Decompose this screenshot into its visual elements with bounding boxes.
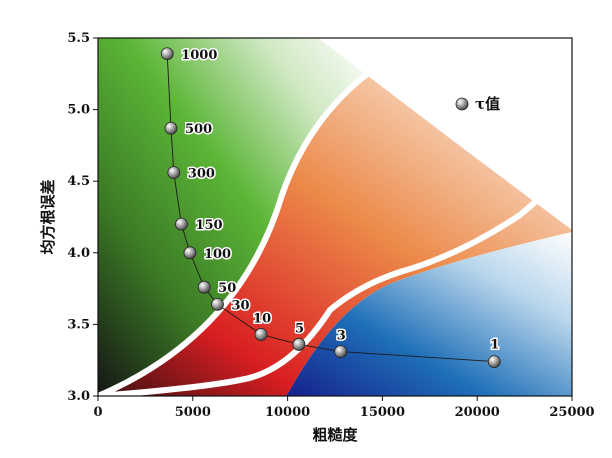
data-point [175,217,188,231]
separator-lower [97,163,575,399]
blue-region [286,232,572,396]
data-point [160,47,174,61]
x-axis-title: 粗糙度 [312,426,358,444]
y-axis-title: 均方根误差 [39,179,57,254]
y-tick-label: 3.0 [67,389,90,404]
x-tick-label: 20000 [455,405,500,420]
separator-upper [96,65,377,399]
x-tick-label: 15000 [360,405,405,420]
y-tick-label: 3.5 [67,317,90,332]
data-point [254,328,268,341]
data-point [487,355,501,369]
data-point-label: 1000 [181,48,217,63]
data-point [183,246,197,260]
data-point-label: 100 [204,247,231,262]
data-point [197,280,211,294]
data-point [167,166,181,180]
data-point-label: 500 [185,122,212,137]
data-point-label: 3 [337,329,346,344]
y-tick-label: 5.0 [67,103,90,118]
x-axis: 0 5000 10000 15000 20000 25000 [93,396,595,420]
data-point-label: 30 [231,298,249,313]
legend: τ值 [455,95,500,113]
y-axis: 3.0 3.5 4.0 4.5 5.0 5.5 [67,31,98,404]
x-tick-label: 10000 [265,405,310,420]
data-point [164,121,178,135]
data-point-label: 10 [253,311,271,326]
data-point [292,338,306,351]
data-point-label: 5 [295,321,304,336]
x-tick-label: 5000 [175,405,211,420]
y-tick-label: 4.5 [67,174,90,189]
data-points: 1000 500 300 150 100 50 30 10 5 3 1 [160,46,501,369]
data-point [211,297,224,311]
y-tick-label: 5.5 [67,31,90,46]
legend-label: τ值 [475,95,500,113]
x-tick-label: 25000 [549,405,594,420]
data-point [334,345,348,359]
plot-frame [97,37,573,397]
data-point-label: 1 [490,338,499,353]
data-point-label: 300 [188,167,215,182]
data-point-label: 50 [218,281,236,296]
data-point-label: 150 [195,218,222,233]
legend-marker [455,97,469,111]
x-tick-label: 0 [93,405,102,420]
y-tick-label: 4.0 [67,246,90,261]
